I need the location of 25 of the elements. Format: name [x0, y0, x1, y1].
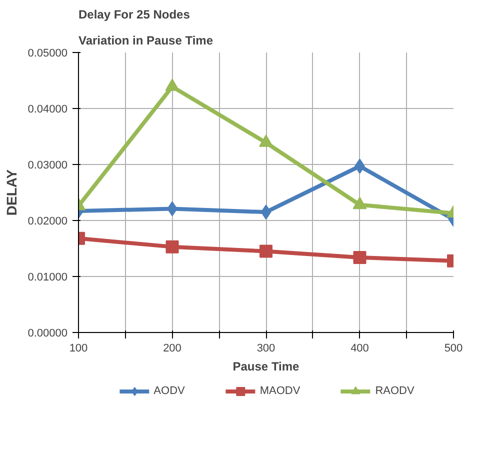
- point: [352, 196, 367, 210]
- y-tick-label: 0.05000: [28, 48, 68, 60]
- legend-label: AODV: [154, 385, 185, 397]
- point: [166, 240, 179, 254]
- point: [260, 244, 272, 258]
- y-tick-label: 0.04000: [28, 104, 68, 116]
- legend-label: MAODV: [260, 385, 300, 397]
- legend-label: RAODV: [375, 385, 414, 397]
- point: [165, 78, 180, 91]
- y-tick-label: 0.03000: [28, 160, 68, 172]
- x-tick-label: 500: [444, 342, 463, 354]
- x-tick-label: 200: [163, 342, 182, 354]
- y-tick-label: 0.01000: [28, 272, 68, 284]
- x-tick-label: 300: [256, 342, 276, 354]
- point: [260, 204, 272, 220]
- y-axis-title: DELAY: [4, 168, 20, 216]
- chart-subtitle: Variation in Pause Time: [78, 34, 214, 48]
- y-tick-label: 0.00000: [28, 328, 68, 340]
- point: [353, 250, 366, 264]
- point: [259, 134, 273, 147]
- x-tick-label: 400: [350, 342, 369, 354]
- chart-title: Delay For 25 Nodes: [78, 8, 190, 22]
- y-tick-label: 0.02000: [28, 216, 68, 228]
- x-tick-label: 100: [69, 342, 88, 354]
- x-axis-title: Pause Time: [232, 360, 300, 374]
